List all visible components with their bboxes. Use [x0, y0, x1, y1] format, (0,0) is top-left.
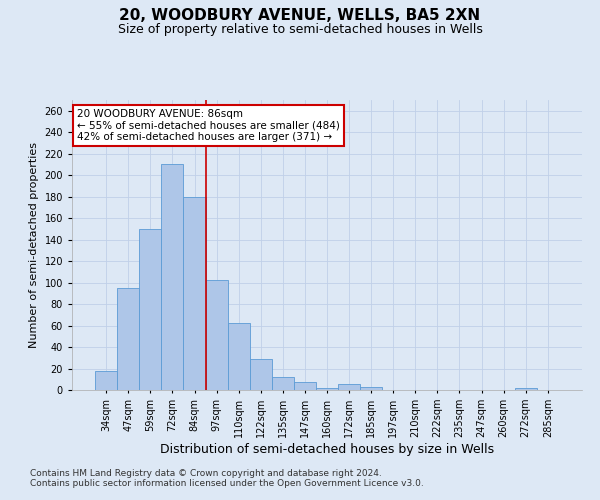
Text: Distribution of semi-detached houses by size in Wells: Distribution of semi-detached houses by …	[160, 442, 494, 456]
Bar	[272, 377, 294, 390]
Bar	[338, 384, 360, 390]
Bar	[117, 288, 139, 390]
Bar	[294, 382, 316, 390]
Bar	[161, 164, 184, 390]
Text: 20 WOODBURY AVENUE: 86sqm
← 55% of semi-detached houses are smaller (484)
42% of: 20 WOODBURY AVENUE: 86sqm ← 55% of semi-…	[77, 108, 340, 142]
Text: Contains public sector information licensed under the Open Government Licence v3: Contains public sector information licen…	[30, 478, 424, 488]
Text: 20, WOODBURY AVENUE, WELLS, BA5 2XN: 20, WOODBURY AVENUE, WELLS, BA5 2XN	[119, 8, 481, 22]
Bar	[515, 388, 537, 390]
Bar	[139, 229, 161, 390]
Text: Contains HM Land Registry data © Crown copyright and database right 2024.: Contains HM Land Registry data © Crown c…	[30, 468, 382, 477]
Bar	[250, 359, 272, 390]
Bar	[360, 387, 382, 390]
Text: Size of property relative to semi-detached houses in Wells: Size of property relative to semi-detach…	[118, 22, 482, 36]
Bar	[95, 370, 117, 390]
Bar	[184, 196, 206, 390]
Bar	[316, 388, 338, 390]
Bar	[206, 280, 227, 390]
Y-axis label: Number of semi-detached properties: Number of semi-detached properties	[29, 142, 39, 348]
Bar	[227, 324, 250, 390]
